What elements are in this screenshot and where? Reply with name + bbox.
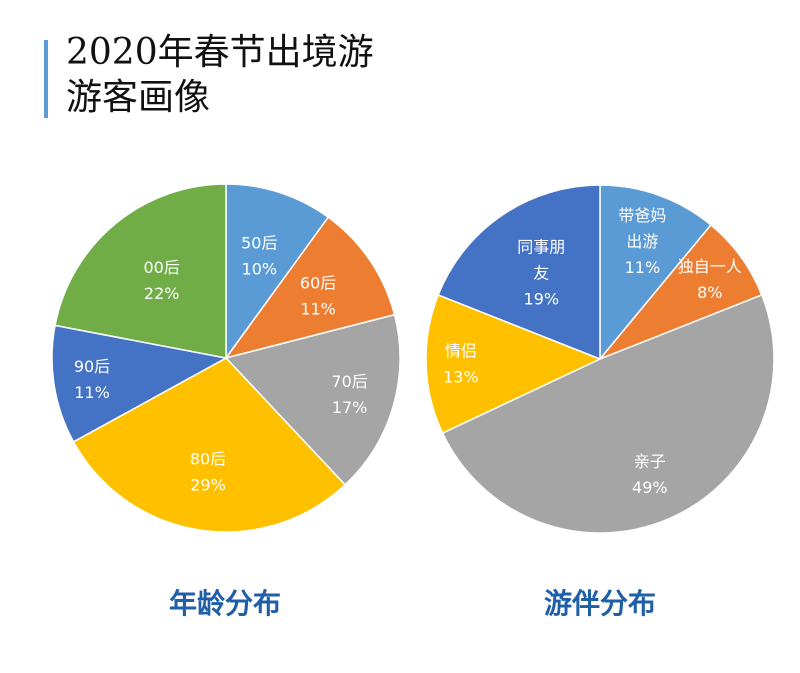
slice-name-label: 亲子: [634, 452, 666, 471]
slice-label: 80后 29%: [190, 449, 226, 494]
page-title-line1: 2020年春节出境游: [66, 32, 374, 73]
slice-name-label: 60后: [300, 273, 336, 292]
pie-slice: [54, 183, 227, 359]
companion-pie-chart: 带爸妈出游 11% 独自一人 8% 亲子 49% 情侣 13% 同事朋友 19%: [425, 184, 775, 534]
slice-label: 50后 10%: [241, 233, 277, 278]
companion-chart-title: 游伴分布: [543, 587, 656, 620]
slice-label: 90后 11%: [74, 357, 110, 402]
slice-name-label: 带爸妈: [618, 206, 666, 225]
pie-slice: [224, 313, 401, 486]
slice-percent-label: 11%: [300, 299, 336, 318]
title-accent-bar: [44, 40, 48, 118]
slice-name-label: 独自一人: [678, 257, 742, 276]
slice-name-label: 70后: [331, 372, 367, 391]
slice-label: 亲子 49%: [632, 452, 668, 497]
slice-label: 带爸妈出游 11%: [618, 206, 666, 277]
page-title: 2020年春节出境游 游客画像: [66, 30, 374, 120]
slice-percent-label: 17%: [332, 398, 368, 417]
pie-slice: [224, 216, 396, 360]
slice-name-label: 友: [533, 264, 549, 283]
pie-slice: [441, 293, 775, 534]
slice-percent-label: 22%: [144, 284, 180, 303]
slice-name-label: 90后: [74, 357, 110, 376]
slice-name-label: 00后: [144, 258, 180, 277]
age-chart-title: 年龄分布: [168, 587, 281, 620]
pie-slice: [425, 293, 602, 435]
slice-label: 独自一人 8%: [678, 257, 742, 302]
slice-percent-label: 10%: [242, 259, 278, 278]
slice-percent-label: 19%: [524, 290, 560, 309]
slice-name-label: 同事朋: [517, 238, 565, 257]
pie-slice: [437, 184, 601, 361]
pie-slice: [72, 357, 347, 533]
slice-percent-label: 11%: [625, 258, 661, 277]
slice-percent-label: 49%: [632, 478, 668, 497]
slice-percent-label: 8%: [697, 283, 722, 302]
slice-name-label: 情侣: [445, 341, 477, 360]
slice-percent-label: 13%: [443, 367, 479, 386]
slice-label: 情侣 13%: [443, 341, 479, 386]
slice-percent-label: 11%: [74, 383, 110, 402]
age-pie-chart: 50后 10%60后 11%70后 17%80后 29%90后 11%00后 22%: [51, 183, 401, 533]
page-title-line2: 游客画像: [66, 77, 211, 118]
slice-label: 00后 22%: [144, 258, 180, 303]
slice-name-label: 出游: [626, 232, 658, 251]
slice-label: 同事朋友 19%: [517, 238, 565, 309]
pie-slice: [225, 183, 330, 361]
slice-label: 70后 17%: [331, 372, 367, 417]
slice-name-label: 80后: [190, 449, 226, 468]
slice-percent-label: 29%: [190, 475, 226, 494]
slice-name-label: 50后: [241, 233, 277, 252]
slice-label: 60后 11%: [300, 273, 336, 318]
pie-slice: [51, 324, 229, 443]
pie-slice: [599, 184, 712, 362]
